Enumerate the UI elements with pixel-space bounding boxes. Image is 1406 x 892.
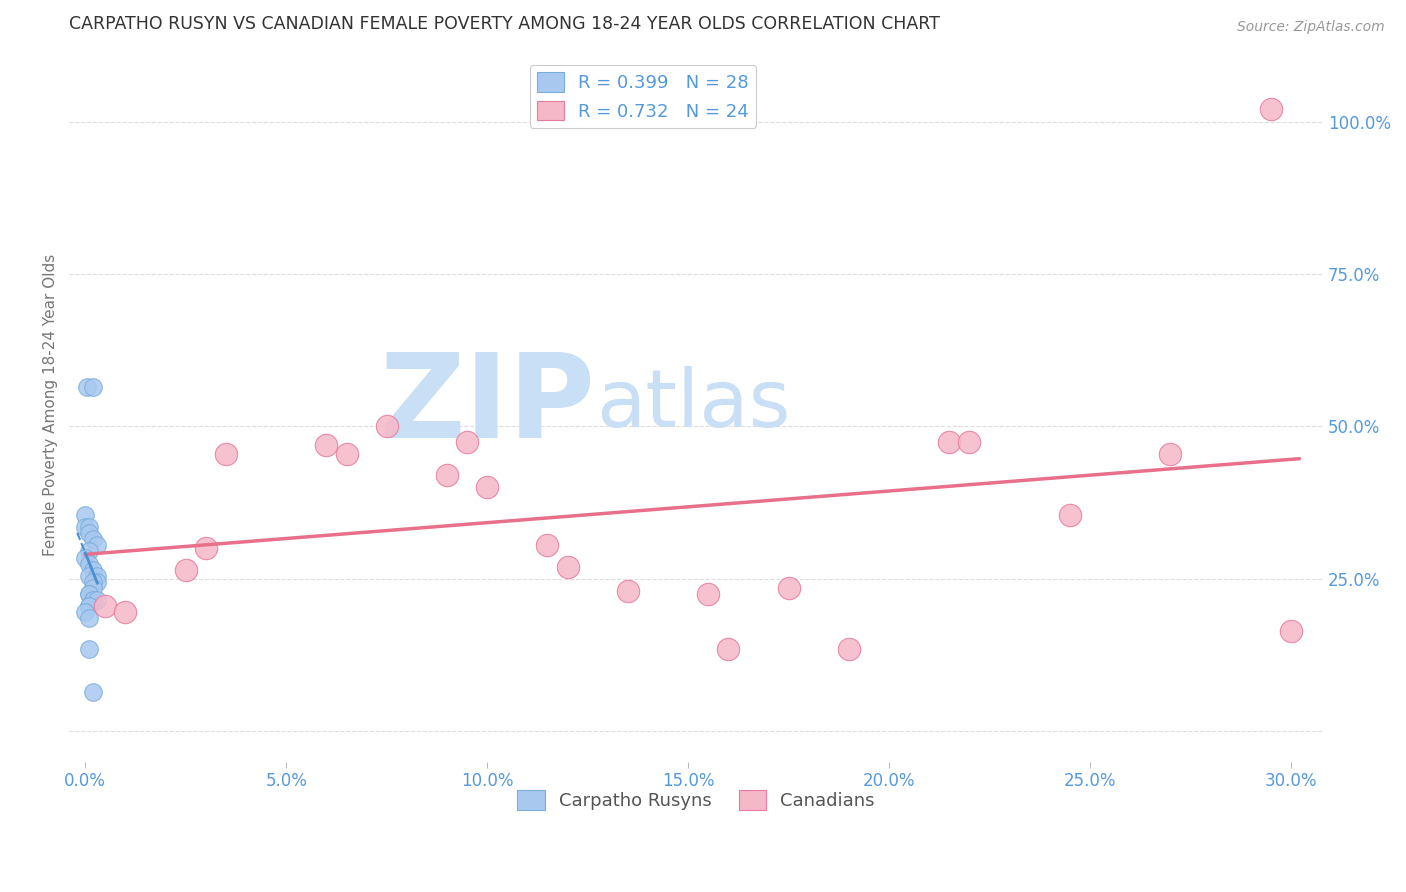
Point <box>1260 103 1282 117</box>
Point <box>82 684 104 698</box>
Point <box>1059 508 1081 522</box>
Point <box>375 419 398 434</box>
Point <box>75 606 97 620</box>
Point <box>194 541 217 556</box>
Point <box>697 587 720 601</box>
Point <box>86 569 108 583</box>
Point <box>86 574 108 589</box>
Point <box>536 538 558 552</box>
Y-axis label: Female Poverty Among 18-24 Year Olds: Female Poverty Among 18-24 Year Olds <box>44 254 58 557</box>
Point <box>79 587 101 601</box>
Point <box>75 550 97 565</box>
Point <box>75 508 97 522</box>
Point <box>76 380 98 394</box>
Point <box>315 438 337 452</box>
Point <box>557 559 579 574</box>
Point <box>82 593 104 607</box>
Point <box>717 642 740 657</box>
Point <box>79 520 101 534</box>
Point <box>94 599 117 614</box>
Text: atlas: atlas <box>596 366 790 444</box>
Point <box>456 434 478 449</box>
Point <box>79 544 101 558</box>
Point <box>215 447 238 461</box>
Point <box>82 533 104 547</box>
Legend: Carpatho Rusyns, Canadians: Carpatho Rusyns, Canadians <box>510 782 882 817</box>
Point <box>75 520 97 534</box>
Point <box>79 526 101 541</box>
Text: CARPATHO RUSYN VS CANADIAN FEMALE POVERTY AMONG 18-24 YEAR OLDS CORRELATION CHAR: CARPATHO RUSYN VS CANADIAN FEMALE POVERT… <box>69 15 941 33</box>
Point <box>79 587 101 601</box>
Point <box>114 606 136 620</box>
Point <box>82 563 104 577</box>
Text: ZIP: ZIP <box>380 348 596 463</box>
Point <box>82 380 104 394</box>
Point <box>838 642 860 657</box>
Point <box>938 434 960 449</box>
Point <box>79 569 101 583</box>
Text: Source: ZipAtlas.com: Source: ZipAtlas.com <box>1237 20 1385 34</box>
Point <box>79 599 101 614</box>
Point <box>617 584 640 599</box>
Point <box>959 434 981 449</box>
Point <box>79 611 101 625</box>
Point <box>82 593 104 607</box>
Point <box>86 538 108 552</box>
Point <box>86 593 108 607</box>
Point <box>778 581 800 595</box>
Point <box>1159 447 1181 461</box>
Point <box>79 642 101 657</box>
Point <box>82 574 104 589</box>
Point <box>174 563 197 577</box>
Point <box>79 557 101 571</box>
Point <box>1279 624 1302 638</box>
Point <box>79 599 101 614</box>
Point <box>82 581 104 595</box>
Point <box>436 468 458 483</box>
Point <box>477 480 499 494</box>
Point <box>335 447 357 461</box>
